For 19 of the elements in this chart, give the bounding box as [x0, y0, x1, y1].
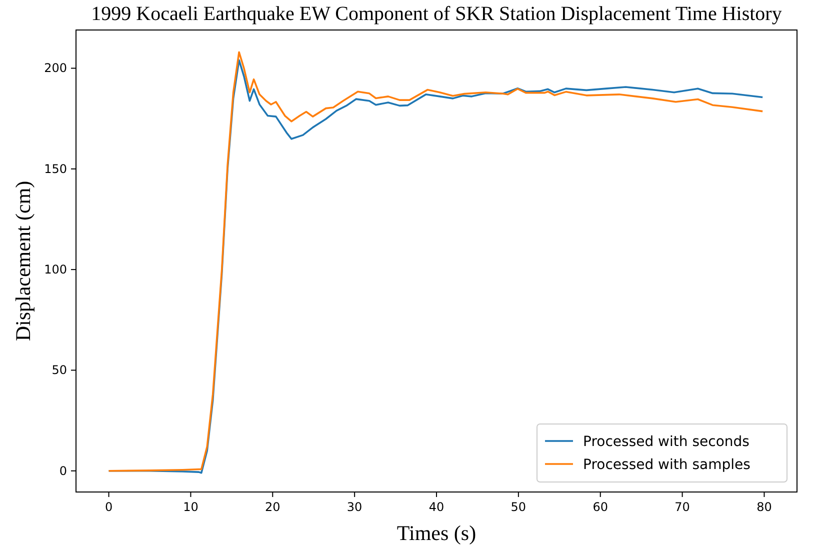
legend-label: Processed with seconds — [583, 434, 750, 450]
x-tick-label: 30 — [346, 500, 362, 514]
chart-title: 1999 Kocaeli Earthquake EW Component of SKR Station Displacement Time History — [91, 3, 782, 25]
x-tick-label: 60 — [592, 500, 608, 514]
x-tick-label: 70 — [674, 500, 690, 514]
x-tick-label: 0 — [104, 500, 113, 514]
y-tick-label: 200 — [44, 61, 67, 76]
x-axis-title: Times (s) — [396, 521, 476, 545]
x-tick-label: 20 — [264, 500, 280, 514]
y-tick-label: 0 — [59, 464, 67, 478]
x-tick-label: 50 — [510, 500, 526, 514]
y-axis-title: Displacement (cm) — [11, 180, 35, 342]
x-tick-label: 10 — [183, 500, 198, 514]
y-tick-label: 150 — [44, 162, 67, 176]
y-tick-label: 100 — [44, 262, 67, 277]
legend-label: Processed with samples — [583, 457, 750, 473]
x-tick-label: 80 — [756, 500, 772, 514]
y-tick-label: 50 — [52, 363, 67, 378]
x-tick-label: 40 — [428, 500, 444, 514]
